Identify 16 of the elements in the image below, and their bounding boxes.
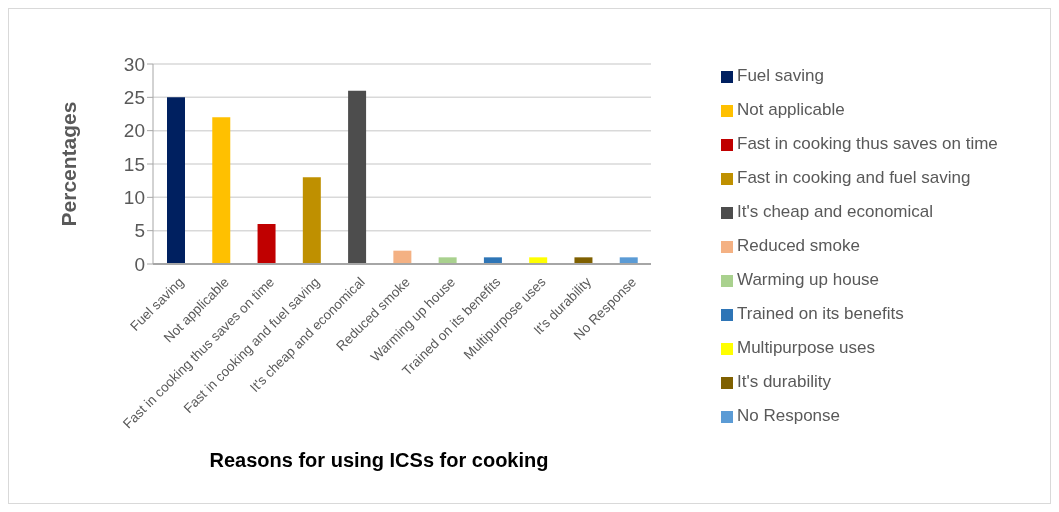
legend-label: Not applicable xyxy=(737,100,845,119)
y-tick-label: 5 xyxy=(134,220,145,242)
y-tick-label: 15 xyxy=(123,153,145,175)
y-tick-label: 25 xyxy=(123,87,145,109)
legend-label: Reduced smoke xyxy=(737,236,860,255)
legend-label: Fast in cooking thus saves on time xyxy=(737,134,998,153)
legend-label: It's cheap and economical xyxy=(737,202,934,221)
x-axis-title: Reasons for using ICSs for cooking xyxy=(208,449,550,472)
legend-label: Fast in cooking and fuel saving xyxy=(737,168,971,187)
legend-label: It's durability xyxy=(737,372,831,391)
y-tick-label: 10 xyxy=(123,187,145,209)
y-tick-label: 30 xyxy=(123,53,145,75)
y-axis-title: Percentages xyxy=(57,101,81,227)
y-tick-label: 20 xyxy=(123,120,145,142)
legend-label: Fuel saving xyxy=(737,66,824,85)
y-tick-label: 0 xyxy=(134,253,145,275)
